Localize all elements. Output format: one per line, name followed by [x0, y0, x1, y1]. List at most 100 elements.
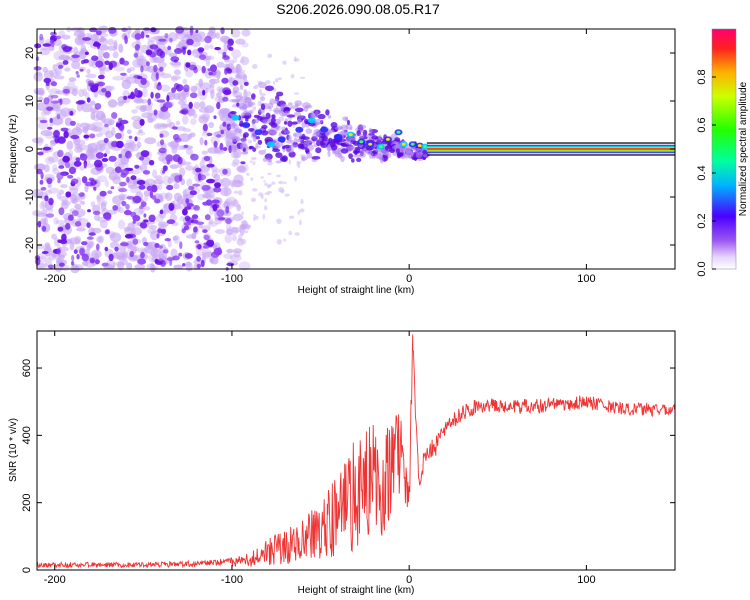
- noise-blob-strong: [93, 186, 97, 191]
- noise-blob-strong: [139, 118, 145, 126]
- noise-blob-faint: [271, 181, 276, 185]
- noise-blob-strong: [104, 246, 109, 252]
- noise-blob-strong: [187, 49, 192, 56]
- noise-blob: [134, 96, 142, 103]
- noise-blob: [185, 148, 193, 155]
- ridge-mark: [266, 141, 275, 148]
- noise-blob: [198, 116, 209, 124]
- noise-blob: [140, 99, 149, 104]
- noise-blob: [199, 82, 212, 90]
- noise-blob: [190, 85, 198, 93]
- noise-blob-strong: [206, 178, 215, 184]
- noise-blob-strong: [222, 55, 230, 60]
- noise-blob: [51, 116, 64, 126]
- noise-blob-faint: [237, 204, 240, 209]
- spectrogram-transition: [229, 80, 431, 165]
- transition-blob: [318, 138, 322, 142]
- noise-blob-strong: [134, 33, 142, 40]
- snr-x-tick-label: -100: [221, 574, 243, 586]
- noise-blob-strong: [68, 166, 77, 175]
- noise-blob-strong: [35, 257, 41, 266]
- transition-blob: [346, 119, 351, 126]
- noise-blob-strong: [196, 244, 200, 249]
- transition-blob: [281, 155, 288, 163]
- noise-blob-strong: [111, 140, 119, 148]
- noise-blob: [152, 169, 158, 179]
- noise-blob-strong: [83, 163, 87, 169]
- ridge-core: [378, 145, 383, 149]
- noise-blob-strong: [104, 123, 109, 128]
- noise-blob-strong: [184, 215, 191, 222]
- noise-blob-strong: [195, 221, 205, 225]
- noise-blob-strong: [196, 263, 202, 269]
- noise-blob-strong: [81, 176, 88, 184]
- noise-blob: [147, 37, 156, 43]
- noise-blob-faint: [264, 205, 268, 211]
- noise-blob-faint: [238, 190, 243, 196]
- noise-blob-strong: [143, 213, 147, 218]
- noise-blob: [80, 200, 86, 205]
- spectrogram-x-tick-label: 0: [406, 273, 412, 285]
- noise-blob-faint: [244, 230, 249, 234]
- noise-blob-strong: [81, 241, 88, 246]
- noise-blob: [235, 63, 242, 74]
- noise-blob-strong: [43, 77, 52, 84]
- noise-blob: [232, 213, 244, 221]
- noise-blob: [130, 169, 141, 175]
- noise-blob-faint: [267, 53, 273, 58]
- noise-blob: [36, 102, 48, 111]
- noise-blob-strong: [97, 81, 106, 87]
- transition-blob: [251, 120, 255, 125]
- colorbar-label: Normalized spectral amplitude: [738, 81, 749, 216]
- noise-blob-faint: [283, 238, 287, 242]
- transition-blob: [326, 144, 332, 152]
- transition-blob: [394, 137, 401, 142]
- noise-blob-strong: [86, 97, 91, 103]
- chart-title: S206.2026.090.08.05.R17: [276, 1, 440, 17]
- noise-blob: [58, 54, 71, 61]
- noise-blob-strong: [204, 35, 212, 44]
- noise-blob: [40, 218, 47, 225]
- transition-blob: [265, 112, 271, 120]
- noise-blob: [76, 143, 82, 153]
- noise-blob-strong: [214, 182, 221, 189]
- noise-blob-strong: [90, 84, 99, 93]
- noise-blob: [66, 140, 74, 150]
- spectrogram-y-tick-label: 20: [24, 47, 36, 59]
- noise-blob: [190, 118, 197, 125]
- noise-blob-strong: [70, 134, 80, 140]
- noise-blob-strong: [49, 39, 55, 44]
- noise-blob: [67, 80, 76, 90]
- noise-blob: [223, 41, 229, 52]
- transition-blob: [317, 113, 326, 120]
- noise-blob: [121, 75, 130, 82]
- transition-blob: [312, 132, 319, 138]
- noise-blob: [114, 66, 126, 72]
- ridge-mark: [254, 129, 263, 136]
- ridge-mark: [320, 126, 329, 133]
- ridge-core: [417, 144, 422, 148]
- colorbar-tick-label: 0.8: [696, 69, 708, 84]
- noise-blob-strong: [57, 226, 64, 232]
- noise-blob: [126, 129, 132, 135]
- noise-blob-strong: [185, 198, 190, 205]
- noise-blob: [131, 115, 142, 122]
- noise-blob-strong: [213, 186, 222, 193]
- noise-blob-strong: [216, 134, 222, 138]
- noise-blob-faint: [241, 211, 244, 215]
- noise-blob-strong: [56, 247, 62, 255]
- carrier-band: [426, 148, 675, 150]
- noise-blob: [158, 253, 165, 260]
- colorbar-tick-label: 0.0: [696, 261, 708, 276]
- noise-blob-faint: [246, 172, 250, 176]
- noise-blob-strong: [222, 121, 227, 127]
- noise-blob-strong: [150, 91, 154, 99]
- transition-blob: [240, 142, 244, 150]
- ridge-core: [359, 140, 364, 144]
- noise-blob-strong: [146, 61, 150, 67]
- noise-blob: [199, 160, 205, 169]
- noise-blob-strong: [139, 205, 144, 210]
- noise-blob-strong: [124, 234, 133, 239]
- noise-blob-strong: [74, 221, 82, 227]
- noise-blob-strong: [112, 205, 119, 211]
